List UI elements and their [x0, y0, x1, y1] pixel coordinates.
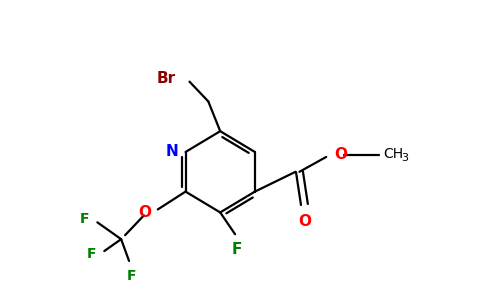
Text: F: F: [126, 269, 136, 283]
Text: 3: 3: [402, 153, 408, 163]
Text: Br: Br: [156, 71, 176, 86]
Text: O: O: [298, 214, 311, 230]
Text: CH: CH: [384, 147, 404, 161]
Text: F: F: [87, 247, 96, 261]
Text: N: N: [166, 145, 179, 160]
Text: O: O: [138, 205, 151, 220]
Text: F: F: [232, 242, 242, 257]
Text: F: F: [80, 212, 90, 226]
Text: O: O: [334, 148, 347, 163]
